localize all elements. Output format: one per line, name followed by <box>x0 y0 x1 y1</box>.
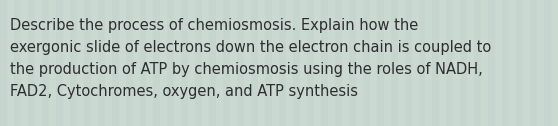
Bar <box>551 0 558 126</box>
Bar <box>432 0 440 126</box>
Bar <box>418 0 426 126</box>
Text: FAD2, Cytochromes, oxygen, and ATP synthesis: FAD2, Cytochromes, oxygen, and ATP synth… <box>10 84 358 99</box>
Bar <box>530 0 537 126</box>
Bar <box>496 0 502 126</box>
Bar <box>502 0 509 126</box>
Bar <box>453 0 460 126</box>
Bar <box>509 0 516 126</box>
Bar <box>188 0 195 126</box>
Bar <box>369 0 377 126</box>
Bar <box>56 0 62 126</box>
Bar <box>84 0 90 126</box>
Bar <box>488 0 496 126</box>
Bar <box>62 0 70 126</box>
Bar <box>391 0 397 126</box>
Bar <box>126 0 133 126</box>
Bar <box>167 0 174 126</box>
Bar <box>14 0 21 126</box>
Bar <box>0 0 7 126</box>
Bar <box>293 0 300 126</box>
Bar <box>384 0 391 126</box>
Bar <box>244 0 251 126</box>
Bar <box>460 0 468 126</box>
Bar <box>118 0 126 126</box>
Bar <box>341 0 349 126</box>
Bar <box>314 0 321 126</box>
Bar <box>105 0 112 126</box>
Bar <box>90 0 98 126</box>
Bar <box>7 0 14 126</box>
Bar <box>202 0 209 126</box>
Bar <box>28 0 35 126</box>
Bar <box>349 0 356 126</box>
Bar <box>230 0 237 126</box>
Bar <box>35 0 42 126</box>
Bar <box>377 0 384 126</box>
Bar <box>328 0 335 126</box>
Bar <box>237 0 244 126</box>
Bar <box>397 0 405 126</box>
Bar <box>76 0 84 126</box>
Bar <box>300 0 307 126</box>
Bar <box>21 0 28 126</box>
Bar <box>174 0 181 126</box>
Bar <box>544 0 551 126</box>
Bar <box>217 0 223 126</box>
Bar <box>265 0 272 126</box>
Bar <box>425 0 432 126</box>
Bar <box>133 0 140 126</box>
Bar <box>537 0 544 126</box>
Bar <box>146 0 153 126</box>
Text: Describe the process of chemiosmosis. Explain how the: Describe the process of chemiosmosis. Ex… <box>10 18 418 33</box>
Text: the production of ATP by chemiosmosis using the roles of NADH,: the production of ATP by chemiosmosis us… <box>10 62 483 77</box>
Bar <box>209 0 217 126</box>
Bar <box>279 0 286 126</box>
Bar <box>258 0 265 126</box>
Bar <box>42 0 49 126</box>
Bar <box>516 0 523 126</box>
Bar <box>98 0 104 126</box>
Bar <box>70 0 76 126</box>
Bar <box>411 0 418 126</box>
Bar <box>307 0 314 126</box>
Bar <box>481 0 488 126</box>
Bar <box>140 0 146 126</box>
Bar <box>161 0 167 126</box>
Bar <box>272 0 279 126</box>
Text: exergonic slide of electrons down the electron chain is coupled to: exergonic slide of electrons down the el… <box>10 40 491 55</box>
Bar <box>321 0 328 126</box>
Bar <box>153 0 161 126</box>
Bar <box>446 0 453 126</box>
Bar <box>335 0 341 126</box>
Bar <box>439 0 446 126</box>
Bar <box>286 0 293 126</box>
Bar <box>468 0 474 126</box>
Bar <box>474 0 481 126</box>
Bar <box>523 0 530 126</box>
Bar <box>363 0 369 126</box>
Bar <box>251 0 258 126</box>
Bar <box>356 0 363 126</box>
Bar <box>195 0 202 126</box>
Bar <box>405 0 411 126</box>
Bar <box>181 0 188 126</box>
Bar <box>223 0 230 126</box>
Bar <box>49 0 56 126</box>
Bar <box>112 0 118 126</box>
